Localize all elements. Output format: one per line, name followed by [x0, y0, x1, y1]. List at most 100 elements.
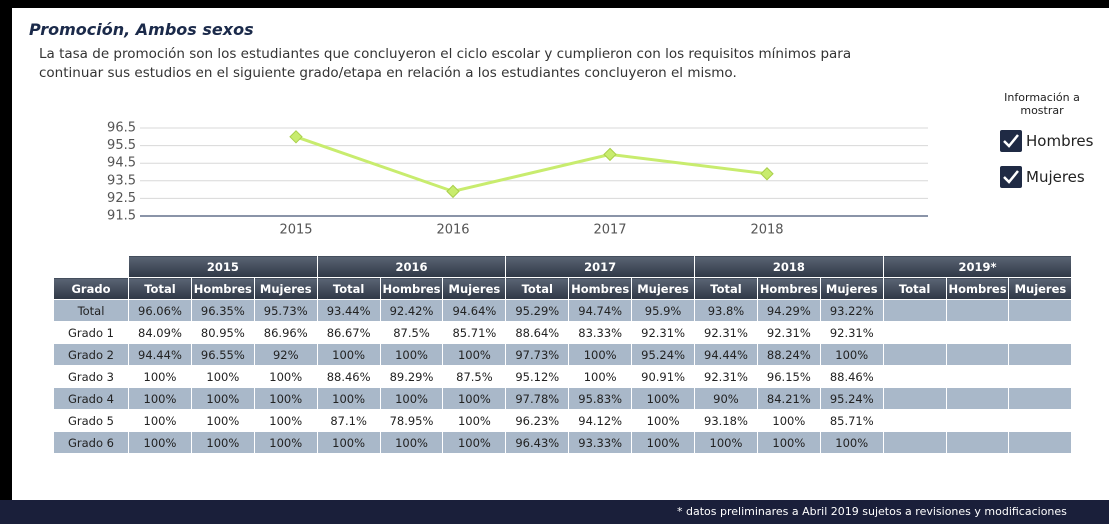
table-cell: 94.12%: [568, 409, 633, 432]
table-cell: [945, 431, 1010, 454]
table-cell: [945, 343, 1010, 366]
table-cell: 88.64%: [505, 321, 570, 344]
x-tick-label: 2017: [593, 223, 626, 238]
table-cell: 100%: [631, 431, 696, 454]
table-cell: 92.31%: [694, 365, 758, 388]
table-cell: [253, 453, 318, 476]
line: [295, 135, 768, 193]
table-cell: [1008, 299, 1073, 322]
table-cell: 87.5%: [442, 365, 507, 388]
table-cell: 95.83%: [568, 387, 633, 410]
table-cell: 87.1%: [316, 409, 381, 432]
table-cell: 96.15%: [756, 365, 821, 388]
column-header: Mujeres: [819, 277, 884, 300]
table-cell: 100%: [190, 387, 255, 410]
table-cell: 100%: [442, 343, 507, 366]
table-cell: 92.31%: [756, 321, 821, 344]
checkbox[interactable]: Mujeres: [1000, 166, 1085, 188]
description: continuar sus estudios en el siguiente g…: [39, 65, 737, 81]
year-header: 2016: [316, 255, 507, 278]
table-row: Grado 6 100% 100% 100% 100% 100% 100% 96.43% 93.…: [53, 431, 1073, 454]
table-cell: 80.95%: [190, 321, 255, 344]
column-header: Hombres: [568, 277, 633, 300]
checkbox-box[interactable]: [1000, 166, 1022, 188]
checkbox-label[interactable]: Hombres: [1026, 132, 1094, 150]
checkbox-box[interactable]: [1000, 130, 1022, 152]
table-cell: 94.64%: [442, 299, 507, 322]
table-cell: 87.5%: [379, 321, 444, 344]
table-cell: 93.44%: [316, 299, 381, 322]
table-cell: [882, 299, 947, 322]
table-cell: [882, 343, 947, 366]
table-cell: [945, 365, 1010, 388]
table-cell: [945, 299, 1010, 322]
column-header: Total: [505, 277, 570, 300]
title: Promoción, Ambos sexos: [29, 20, 254, 39]
table-cell: [379, 453, 444, 476]
controls-label: Información a mostrar: [1004, 91, 1080, 117]
table-cell: 97.78%: [505, 387, 570, 410]
x-tick-label: 2016: [436, 223, 469, 238]
table-row: Grado 4 100% 100% 100% 100% 100% 100% 97.78% 95.…: [53, 387, 1073, 410]
table-cell: 85.71%: [442, 321, 507, 344]
table-row: Grado 5 100% 100% 100% 87.1% 78.95% 100% 96.23%…: [53, 409, 1073, 432]
year-header: 2017: [505, 255, 696, 278]
table-cell: 95.9%: [631, 299, 696, 322]
table-cell: 100%: [379, 431, 444, 454]
table-cell: [819, 453, 884, 476]
table-cell: 100%: [631, 387, 696, 410]
table-cell: 83.33%: [568, 321, 633, 344]
table-cell: 100%: [128, 387, 192, 410]
year-header: 2015: [128, 255, 318, 278]
table-cell: 100%: [442, 431, 507, 454]
table-cell: 100%: [379, 343, 444, 366]
column-header: Total: [128, 277, 192, 300]
table-cell: 100%: [253, 431, 318, 454]
table-cell: [1008, 387, 1073, 410]
table-cell: [945, 321, 1010, 344]
table-cell: 84.21%: [756, 387, 821, 410]
table-cell: 90.91%: [631, 365, 696, 388]
column-header: Total: [316, 277, 381, 300]
y-tick-label: 93.5: [107, 173, 136, 188]
table-cell: 100%: [128, 431, 192, 454]
table-cell: 95.12%: [505, 365, 570, 388]
table-cell: 84.09%: [128, 321, 192, 344]
column-header: Mujeres: [631, 277, 696, 300]
table-row: Grado 3 100% 100% 100% 88.46% 89.29% 87.5% 95.1…: [53, 365, 1073, 388]
table-cell: 94.44%: [128, 343, 192, 366]
table-cell: [945, 453, 1010, 476]
column-header: Mujeres: [253, 277, 318, 300]
table-cell: [505, 453, 570, 476]
footer: * datos preliminares a Abril 2019 sujeto…: [0, 500, 1109, 524]
table-cell: 93.18%: [694, 409, 758, 432]
y-tick-label: 94.5: [107, 156, 136, 171]
description: La tasa de promoción son los estudiantes…: [39, 46, 852, 62]
year-header: 2018: [694, 255, 884, 278]
column-header: Mujeres: [1008, 277, 1073, 300]
table-cell: [53, 453, 129, 476]
table-cell: 100%: [253, 387, 318, 410]
table-cell: [882, 387, 947, 410]
column-header: Hombres: [190, 277, 255, 300]
header-blank: [53, 255, 129, 278]
column-header: Hombres: [379, 277, 444, 300]
table-row: Grado 1 84.09% 80.95% 86.96% 86.67% 87.5% 85.7…: [53, 321, 1073, 344]
table-cell: [128, 453, 192, 476]
table-row: [53, 453, 1073, 476]
table-cell: 92.42%: [379, 299, 444, 322]
column-header: Mujeres: [442, 277, 507, 300]
row-label: Grado 2: [53, 343, 129, 366]
checkbox[interactable]: Hombres: [1000, 130, 1093, 152]
column-header: Hombres: [756, 277, 821, 300]
checkbox-label[interactable]: Mujeres: [1026, 168, 1085, 186]
table-row: Grado Total Hombres Mujeres Total Hombres Muje…: [53, 277, 1073, 300]
table-cell: [945, 409, 1010, 432]
table-cell: 96.43%: [505, 431, 570, 454]
table-cell: 93.22%: [819, 299, 884, 322]
table-cell: [945, 387, 1010, 410]
table-cell: 100%: [128, 409, 192, 432]
table-cell: [882, 453, 947, 476]
marker: [760, 167, 774, 181]
row-label: Grado 1: [53, 321, 129, 344]
